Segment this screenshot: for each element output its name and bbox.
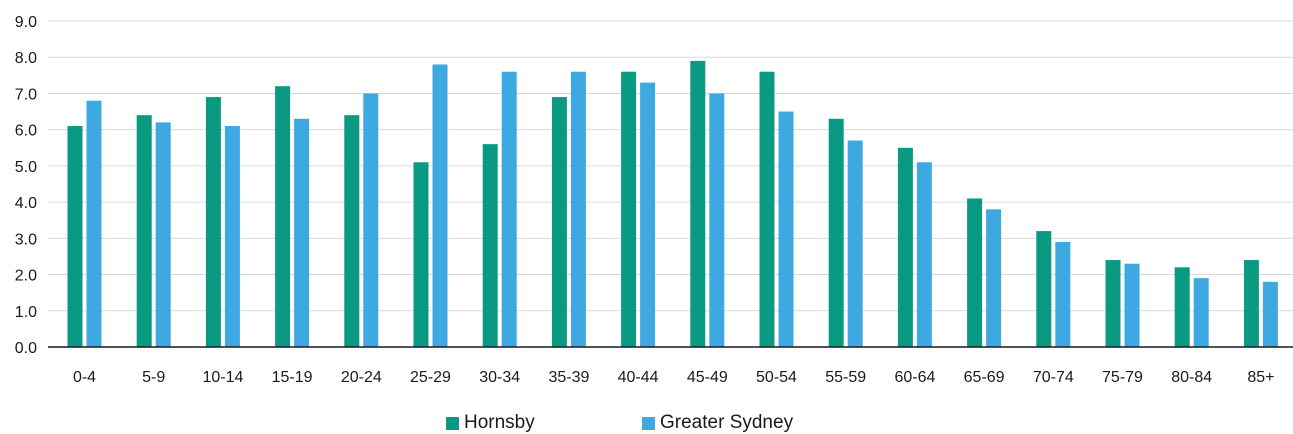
legend: Hornsby Greater Sydney xyxy=(0,412,1293,434)
bar-hornsby-70-74 xyxy=(1036,231,1052,347)
y-tick-label: 9.0 xyxy=(15,14,37,31)
y-tick-label: 0.0 xyxy=(15,340,37,357)
bar-hornsby-30-34 xyxy=(482,144,498,347)
bar-hornsby-35-39 xyxy=(551,97,567,347)
bar-hornsby-40-44 xyxy=(621,71,637,347)
y-tick-label: 6.0 xyxy=(15,123,37,140)
bar-greater-sydney-60-64 xyxy=(916,162,932,347)
bar-hornsby-0-4 xyxy=(67,126,83,348)
legend-item-hornsby: Hornsby xyxy=(446,412,535,434)
x-tick-label: 20-24 xyxy=(341,369,382,386)
bar-greater-sydney-35-39 xyxy=(570,71,586,347)
legend-swatch-hornsby xyxy=(446,416,459,430)
bar-hornsby-75-79 xyxy=(1105,260,1121,347)
bar-greater-sydney-15-19 xyxy=(294,118,310,347)
x-tick-label: 15-19 xyxy=(272,369,313,386)
x-tick-label: 5-9 xyxy=(142,369,165,386)
y-tick-label: 7.0 xyxy=(15,86,37,103)
bar-hornsby-55-59 xyxy=(828,118,844,347)
x-tick-label: 0-4 xyxy=(73,369,96,386)
legend-swatch-greater-sydney xyxy=(642,416,655,430)
y-tick-label: 2.0 xyxy=(15,268,37,285)
x-tick-label: 45-49 xyxy=(687,369,728,386)
bar-greater-sydney-85+ xyxy=(1262,281,1278,347)
x-tick-label: 30-34 xyxy=(479,369,520,386)
legend-label-greater-sydney: Greater Sydney xyxy=(660,412,794,433)
bar-greater-sydney-40-44 xyxy=(640,82,656,348)
bar-greater-sydney-75-79 xyxy=(1124,263,1140,347)
x-axis-tick-labels: 0-4 5-9 10-14 15-19 20-24 25-29 30-34 35-39 40-4… xyxy=(73,369,1275,386)
bar-greater-sydney-10-14 xyxy=(224,126,240,348)
bar-greater-sydney-25-29 xyxy=(432,64,448,347)
x-tick-label: 10-14 xyxy=(202,369,243,386)
bar-greater-sydney-55-59 xyxy=(847,140,863,347)
bar-hornsby-15-19 xyxy=(275,86,291,347)
bar-greater-sydney-50-54 xyxy=(778,111,794,347)
grid-lines xyxy=(48,20,1293,312)
bar-greater-sydney-30-34 xyxy=(501,71,517,347)
x-tick-label: 35-39 xyxy=(548,369,589,386)
bar-hornsby-20-24 xyxy=(344,115,360,347)
x-tick-label: 65-69 xyxy=(964,369,1005,386)
bar-greater-sydney-65-69 xyxy=(986,209,1002,347)
x-tick-label: 75-79 xyxy=(1102,369,1143,386)
x-tick-label: 80-84 xyxy=(1171,369,1212,386)
bar-hornsby-25-29 xyxy=(413,162,429,347)
bar-hornsby-65-69 xyxy=(967,198,983,347)
bar-chart: 0.0 1.0 2.0 3.0 4.0 5.0 6.0 7.0 8.0 9.0 0-4 5-9 10-… xyxy=(15,14,1293,386)
x-tick-label: 85+ xyxy=(1247,369,1274,386)
bars xyxy=(67,60,1278,348)
bar-greater-sydney-0-4 xyxy=(86,100,102,347)
x-tick-label: 55-59 xyxy=(825,369,866,386)
bar-greater-sydney-5-9 xyxy=(155,122,171,347)
bar-hornsby-60-64 xyxy=(897,147,913,347)
bar-hornsby-5-9 xyxy=(136,115,152,347)
x-tick-label: 50-54 xyxy=(756,369,797,386)
y-axis-tick-labels: 0.0 1.0 2.0 3.0 4.0 5.0 6.0 7.0 8.0 9.0 xyxy=(15,14,37,357)
legend-label-hornsby: Hornsby xyxy=(464,412,535,433)
y-tick-label: 4.0 xyxy=(15,195,37,212)
x-tick-label: 60-64 xyxy=(894,369,935,386)
bar-hornsby-80-84 xyxy=(1174,267,1190,347)
bar-hornsby-45-49 xyxy=(690,60,706,347)
y-tick-label: 5.0 xyxy=(15,159,37,176)
bar-greater-sydney-80-84 xyxy=(1193,278,1209,347)
y-tick-label: 1.0 xyxy=(15,304,37,321)
x-tick-label: 40-44 xyxy=(618,369,659,386)
x-tick-label: 70-74 xyxy=(1033,369,1074,386)
y-tick-label: 3.0 xyxy=(15,231,37,248)
bar-hornsby-85+ xyxy=(1243,260,1259,347)
bar-hornsby-50-54 xyxy=(759,71,775,347)
legend-item-greater-sydney: Greater Sydney xyxy=(642,412,793,434)
y-tick-label: 8.0 xyxy=(15,50,37,67)
x-tick-label: 25-29 xyxy=(410,369,451,386)
bar-greater-sydney-70-74 xyxy=(1055,241,1071,347)
bar-hornsby-10-14 xyxy=(205,97,221,347)
bar-greater-sydney-20-24 xyxy=(363,93,379,347)
bar-greater-sydney-45-49 xyxy=(709,93,725,347)
